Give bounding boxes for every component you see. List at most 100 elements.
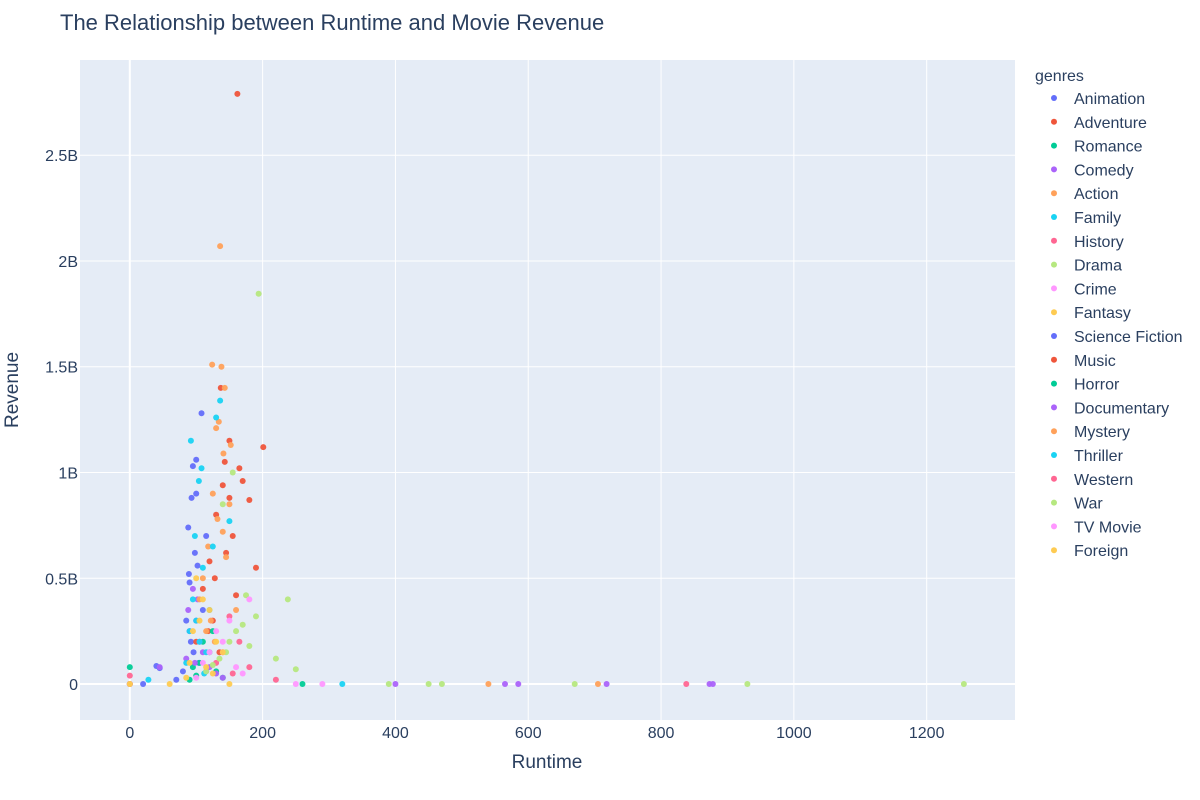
legend-item[interactable]: Adventure xyxy=(1051,115,1147,132)
data-point xyxy=(209,670,216,677)
data-point xyxy=(603,681,610,688)
legend-label: Animation xyxy=(1074,91,1145,108)
legend-item[interactable]: Mystery xyxy=(1051,424,1130,441)
data-point xyxy=(226,638,233,645)
data-point xyxy=(220,450,227,457)
data-point xyxy=(196,638,203,645)
data-point xyxy=(203,668,210,675)
data-point xyxy=(229,469,236,476)
data-point xyxy=(219,482,226,489)
data-point xyxy=(188,494,195,501)
y-tick-label: 0 xyxy=(69,677,78,694)
data-point xyxy=(191,532,198,539)
data-point xyxy=(183,617,190,624)
legend-label: History xyxy=(1074,234,1124,251)
data-point xyxy=(186,659,193,666)
legend-item[interactable]: Music xyxy=(1051,353,1116,370)
data-point xyxy=(206,649,213,656)
x-tick-label: 800 xyxy=(648,725,675,742)
legend-item[interactable]: Comedy xyxy=(1051,162,1134,179)
legend-item[interactable]: War xyxy=(1051,496,1103,513)
data-point xyxy=(221,458,228,465)
data-point xyxy=(217,243,224,250)
legend-item[interactable]: Romance xyxy=(1051,139,1143,156)
x-tick-label: 0 xyxy=(125,725,134,742)
legend-item[interactable]: Western xyxy=(1051,472,1133,489)
data-point xyxy=(219,649,226,656)
data-point xyxy=(189,585,196,592)
y-axis-ticks: 0 0.5B 1B 1.5B 2B 2.5B xyxy=(45,148,78,694)
data-point xyxy=(203,664,210,671)
data-point xyxy=(229,670,236,677)
legend-marker xyxy=(1051,309,1057,316)
legend-label: Horror xyxy=(1074,377,1120,394)
data-point xyxy=(223,554,230,561)
data-point xyxy=(233,664,240,671)
legend-item[interactable]: Documentary xyxy=(1051,400,1169,417)
data-point xyxy=(229,532,236,539)
data-point xyxy=(217,397,224,404)
legend-marker xyxy=(1051,475,1057,482)
legend-item[interactable]: Drama xyxy=(1051,258,1122,275)
data-point xyxy=(206,607,213,613)
legend-item[interactable]: TV Movie xyxy=(1051,519,1142,536)
data-point xyxy=(183,674,190,681)
data-point xyxy=(195,477,202,484)
legend-marker xyxy=(1051,499,1057,506)
data-point xyxy=(571,681,578,688)
data-point xyxy=(203,628,210,635)
data-point xyxy=(213,414,220,421)
data-point xyxy=(183,655,190,662)
legend-item[interactable]: Science Fiction xyxy=(1051,329,1183,346)
data-point xyxy=(211,575,218,582)
data-point xyxy=(185,607,192,613)
legend[interactable]: genres Animation Adventure Romance Comedy Ac… xyxy=(1035,68,1183,560)
chart-title: The Relationship between Runtime and Mov… xyxy=(60,10,604,35)
data-point xyxy=(515,681,522,688)
data-point xyxy=(226,613,233,620)
legend-marker xyxy=(1051,261,1057,268)
legend-marker xyxy=(1051,452,1057,458)
legend-label: Foreign xyxy=(1074,543,1128,560)
data-point xyxy=(438,681,445,688)
legend-item[interactable]: Fantasy xyxy=(1051,305,1131,322)
data-point xyxy=(236,638,243,645)
data-point xyxy=(209,361,216,368)
x-tick-label: 1000 xyxy=(776,725,812,742)
data-point xyxy=(199,585,206,592)
data-point xyxy=(173,676,180,683)
data-point xyxy=(221,384,228,391)
x-axis-title: Runtime xyxy=(512,752,583,773)
data-point xyxy=(239,621,246,628)
data-point xyxy=(226,494,233,501)
data-point xyxy=(206,558,213,565)
legend-item[interactable]: Animation xyxy=(1051,91,1145,108)
legend-label: Adventure xyxy=(1074,115,1147,132)
legend-item[interactable]: History xyxy=(1051,234,1124,251)
legend-item[interactable]: Foreign xyxy=(1051,543,1128,560)
data-point xyxy=(385,681,392,688)
data-point xyxy=(292,681,299,688)
legend-marker xyxy=(1051,380,1057,387)
data-point xyxy=(233,628,240,635)
data-point xyxy=(226,501,233,508)
legend-item[interactable]: Thriller xyxy=(1051,448,1124,465)
legend-item[interactable]: Horror xyxy=(1051,377,1120,394)
data-point xyxy=(185,524,192,531)
data-point xyxy=(199,564,206,571)
legend-label: Crime xyxy=(1074,281,1117,298)
y-tick-label: 2B xyxy=(58,254,78,271)
legend-item[interactable]: Crime xyxy=(1051,281,1117,298)
legend-label: Western xyxy=(1074,472,1133,489)
legend-item[interactable]: Family xyxy=(1051,210,1121,227)
data-point xyxy=(140,681,147,688)
data-point xyxy=(246,596,253,603)
data-point xyxy=(189,596,196,603)
data-point xyxy=(209,543,216,550)
y-tick-label: 0.5B xyxy=(45,571,78,588)
data-point xyxy=(239,477,246,484)
x-axis-ticks: 0 200 400 600 800 1000 1200 xyxy=(125,725,944,742)
legend-marker xyxy=(1051,285,1057,292)
legend-item[interactable]: Action xyxy=(1051,186,1118,203)
